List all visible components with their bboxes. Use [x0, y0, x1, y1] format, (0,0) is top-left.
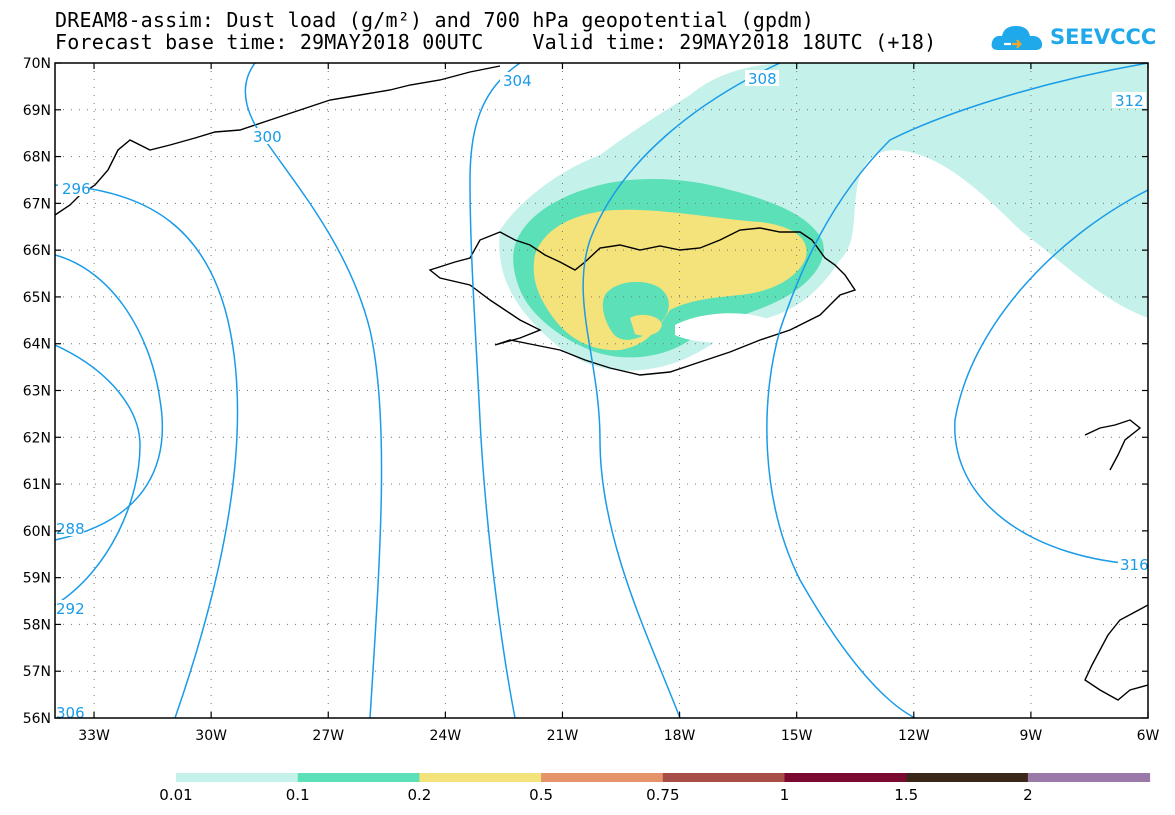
contour-296: [55, 184, 239, 718]
contour-labels: 296 300 304 308 312 288 292 306 316: [56, 70, 1149, 722]
colorbar-label: 1.5: [894, 786, 918, 804]
colorbar-swatch: [297, 773, 420, 782]
colorbar-label: 0.2: [407, 786, 431, 804]
lat-label: 65N: [23, 290, 51, 306]
colorbar-swatch: [784, 773, 907, 782]
colorbar-swatch: [1027, 773, 1151, 782]
colorbar-swatch: [419, 773, 542, 782]
contour-label: 292: [56, 600, 85, 618]
contour-label: 288: [56, 520, 85, 538]
dust-layer: [499, 63, 1148, 371]
contour-label: 306: [56, 704, 85, 722]
lat-label: 59N: [23, 571, 51, 587]
latitude-labels: 70N 69N 68N 67N 66N 65N 64N 63N 62N 61N 60N 59N 58N 5…: [23, 56, 51, 727]
lat-label: 61N: [23, 477, 51, 493]
lon-label: 12W: [898, 728, 930, 744]
lon-label: 6W: [1137, 728, 1160, 744]
contour-300: [244, 63, 383, 718]
lat-label: 56N: [23, 711, 51, 727]
colorbar-label: 0.01: [159, 786, 192, 804]
contour-label: 296: [62, 180, 91, 198]
contour-304: [469, 63, 521, 718]
contour-308: [582, 63, 781, 718]
lat-label: 68N: [23, 150, 51, 166]
colorbar-label: 0.75: [646, 786, 679, 804]
contour-label: 316: [1120, 556, 1149, 574]
contour-label: 308: [748, 70, 777, 88]
lat-label: 69N: [23, 103, 51, 119]
lat-label: 60N: [23, 524, 51, 540]
lat-label: 63N: [23, 384, 51, 400]
lon-label: 21W: [547, 728, 579, 744]
coastlines: [55, 65, 1148, 701]
geopotential-contours: [55, 63, 1148, 718]
longitude-labels: 33W 30W 27W 24W 21W 18W 15W 12W 9W 6W: [78, 728, 1159, 744]
lat-label: 62N: [23, 430, 51, 446]
axis-ticks: [55, 62, 1149, 719]
contour-312: [766, 63, 1148, 718]
logo-text: SEEVCCC: [1050, 25, 1157, 49]
lat-label: 57N: [23, 664, 51, 680]
lon-label: 9W: [1020, 728, 1043, 744]
dust-contour-0.2: [533, 209, 807, 351]
lon-label: 24W: [430, 728, 462, 744]
contour-label: 312: [1115, 92, 1144, 110]
colorbar-swatch: [662, 773, 785, 782]
contour-label: 300: [253, 128, 282, 146]
contour-label: 304: [503, 72, 532, 90]
lon-label: 27W: [312, 728, 344, 744]
chart-title-line2: Forecast base time: 29MAY2018 00UTC Vali…: [55, 30, 937, 54]
contour-292: [55, 344, 141, 606]
lon-label: 15W: [781, 728, 813, 744]
colorbar-label: 0.1: [286, 786, 310, 804]
lon-label: 18W: [664, 728, 696, 744]
colorbar-label: 0.5: [529, 786, 553, 804]
colorbar-label: 2: [1023, 786, 1033, 804]
lat-label: 67N: [23, 196, 51, 212]
lat-label: 70N: [23, 56, 51, 72]
colorbar-swatch: [906, 773, 1029, 782]
contour-316: [954, 189, 1148, 566]
chart-title-line1: DREAM8-assim: Dust load (g/m²) and 700 h…: [55, 8, 814, 32]
colorbar: 0.01 0.1 0.2 0.5 0.75 1 1.5 2: [159, 773, 1151, 804]
lat-label: 58N: [23, 617, 51, 633]
contour-288: [55, 254, 164, 541]
colorbar-swatch: [176, 773, 299, 782]
lon-label: 33W: [78, 728, 110, 744]
lat-label: 64N: [23, 337, 51, 353]
seevccc-logo: SEEVCCC: [990, 20, 1156, 56]
lon-label: 30W: [195, 728, 227, 744]
colorbar-swatch: [541, 773, 664, 782]
colorbar-label: 1: [780, 786, 790, 804]
cloud-icon: [991, 26, 1043, 50]
lat-label: 66N: [23, 243, 51, 259]
